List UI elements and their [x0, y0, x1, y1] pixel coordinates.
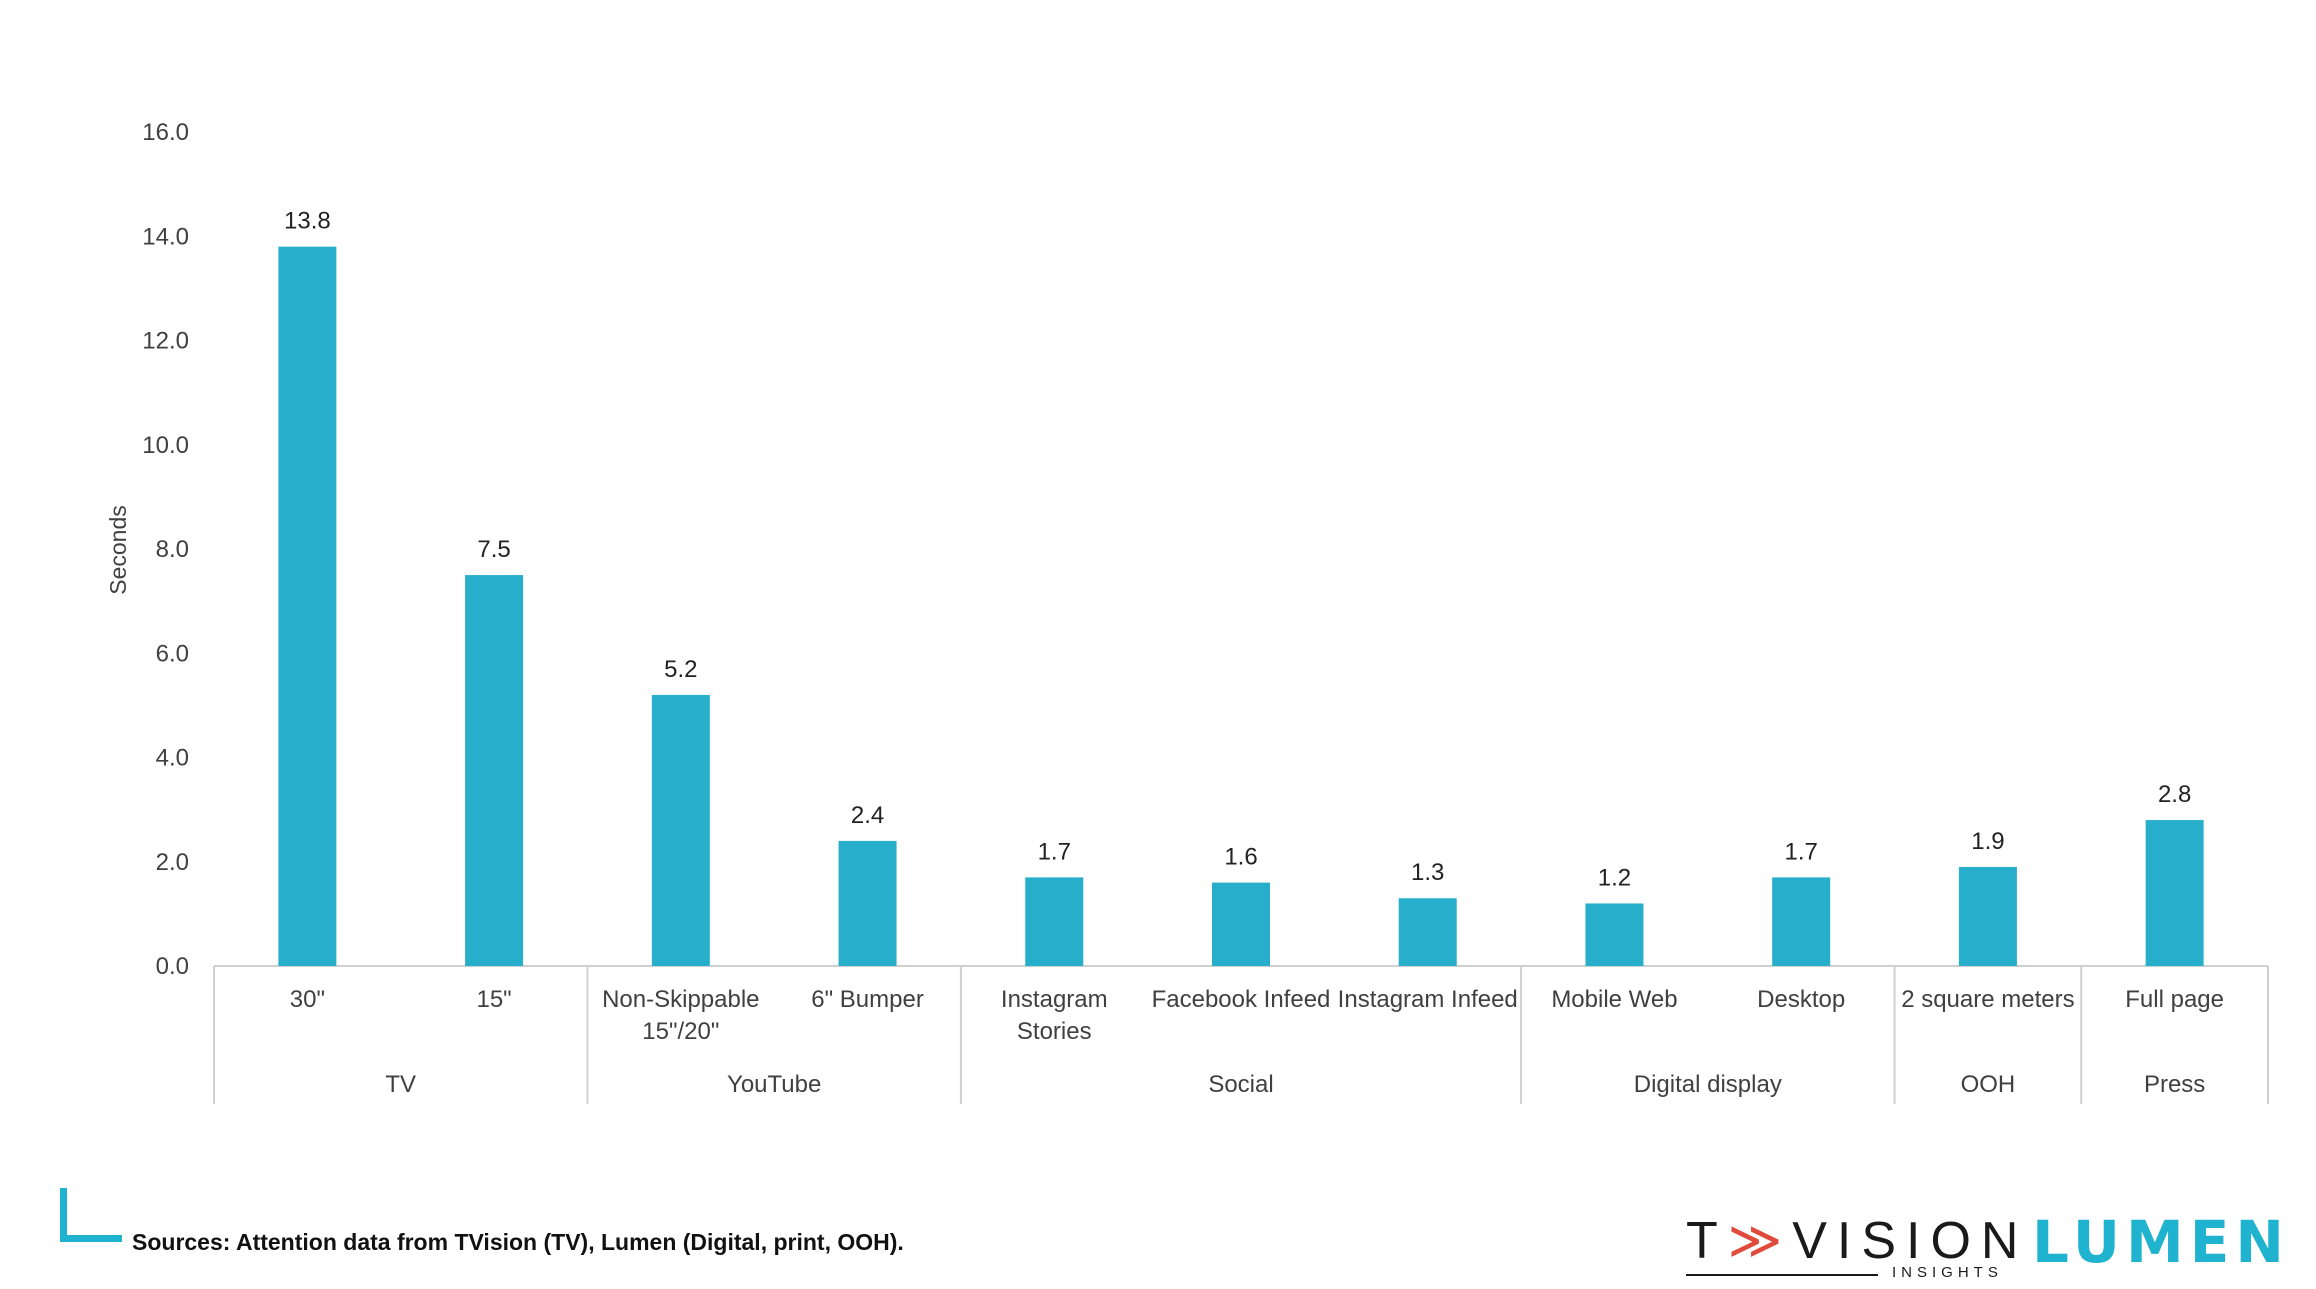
y-tick-label: 10.0: [142, 432, 189, 459]
y-axis-title: Seconds: [105, 505, 131, 595]
bar-value-label: 1.6: [1224, 844, 1257, 871]
y-tick-label: 8.0: [156, 536, 189, 563]
category-label: Non-Skippable: [602, 986, 759, 1013]
bracket-decoration: [60, 1188, 122, 1242]
category-label: 15"/20": [642, 1018, 719, 1045]
group-label: Social: [1208, 1071, 1273, 1098]
y-tick-label: 6.0: [156, 640, 189, 667]
bar: [1398, 898, 1457, 966]
y-tick-label: 2.0: [156, 849, 189, 876]
category-label: Stories: [1017, 1018, 1092, 1045]
y-tick-label: 14.0: [142, 223, 189, 250]
bar-value-label: 1.7: [1038, 838, 1071, 865]
y-tick-label: 0.0: [156, 953, 189, 980]
category-label: 6" Bumper: [811, 986, 924, 1013]
category-label: Instagram: [1001, 986, 1108, 1013]
tvision-logo-text: VISION: [1792, 1212, 2029, 1270]
category-label: 2 square meters: [1901, 986, 2074, 1013]
category-label: Full page: [2125, 986, 2224, 1013]
bar: [278, 246, 337, 967]
bar: [651, 694, 710, 966]
bar: [465, 575, 524, 966]
y-tick-label: 12.0: [142, 328, 189, 355]
category-label: 30": [290, 986, 325, 1013]
bar-value-label: 1.3: [1411, 859, 1444, 886]
category-label: Facebook Infeed: [1152, 986, 1331, 1013]
bar-value-label: 2.8: [2158, 781, 2191, 808]
bar-value-label: 1.2: [1598, 864, 1631, 891]
bar-value-label: 2.4: [851, 802, 884, 829]
bar: [1958, 866, 2017, 966]
bar: [1585, 903, 1644, 966]
bar-value-label: 1.9: [1971, 828, 2004, 855]
tvision-logo: T≫VISION INSIGHTS: [1686, 1212, 2018, 1281]
category-label: Desktop: [1757, 986, 1845, 1013]
tvision-logo-t: T: [1686, 1212, 1728, 1270]
lumen-logo: LUMEN: [2032, 1208, 2290, 1276]
tvision-underline: [1686, 1274, 1878, 1276]
group-label: TV: [385, 1071, 416, 1098]
attention-bar-chart: 0.0 2.0 4.0 6.0 8.0 10.0 12.0 14.0 16.0 Seconds 13…: [105, 119, 2269, 1104]
group-label: Digital display: [1634, 1071, 1782, 1098]
bar: [2145, 820, 2204, 966]
source-note: Sources: Attention data from TVision (TV…: [132, 1229, 904, 1255]
tvision-arrow-icon: ≫: [1727, 1212, 1793, 1270]
bar-value-label: 13.8: [284, 208, 331, 235]
bar-value-label: 1.7: [1784, 838, 1817, 865]
group-label: Press: [2144, 1071, 2205, 1098]
bar: [838, 840, 897, 966]
bar-value-label: 5.2: [664, 656, 697, 683]
bar-value-label: 7.5: [477, 536, 510, 563]
bar: [1212, 882, 1270, 966]
tvision-insights: INSIGHTS: [1892, 1264, 2003, 1281]
bar: [1772, 877, 1831, 966]
category-label: Instagram Infeed: [1338, 986, 1518, 1013]
y-tick-label: 4.0: [156, 745, 189, 772]
y-tick-label: 16.0: [142, 119, 189, 146]
bar: [1025, 877, 1084, 966]
group-label: OOH: [1961, 1071, 2016, 1098]
group-label: YouTube: [727, 1071, 821, 1098]
category-label: Mobile Web: [1551, 986, 1677, 1013]
category-label: 15": [476, 986, 511, 1013]
